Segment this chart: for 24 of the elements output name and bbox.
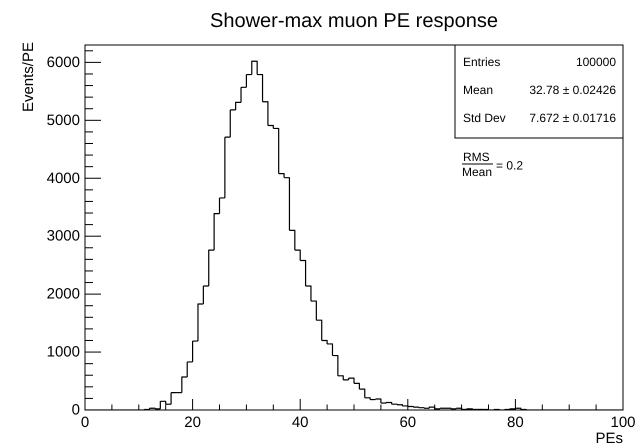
y-tick-label: 2000	[46, 286, 80, 303]
annotation: Mean	[462, 165, 492, 179]
x-tick-label: 100	[610, 414, 636, 431]
annotation: 100000	[576, 55, 616, 69]
y-tick-label: 4000	[46, 170, 80, 187]
annotation: = 0.2	[496, 158, 524, 172]
x-tick-label: 80	[507, 414, 524, 431]
y-tick-label: 3000	[46, 228, 80, 245]
annotation: Mean	[463, 83, 494, 97]
annotation: 7.672 ± 0.01716	[529, 111, 616, 125]
x-tick-label: 60	[399, 414, 416, 431]
y-tick-label: 0	[72, 402, 80, 418]
y-axis-title: Events/PE	[20, 42, 37, 112]
y-tick-label: 1000	[46, 344, 80, 361]
x-axis-title: PEs	[595, 430, 623, 447]
annotation: RMS	[463, 150, 490, 164]
x-tick-label: 20	[184, 414, 201, 431]
chart-title: Shower-max muon PE response	[210, 10, 498, 32]
annotation: Entries	[463, 55, 500, 69]
x-tick-label: 40	[292, 414, 309, 431]
y-tick-label: 6000	[46, 54, 80, 71]
y-tick-label: 5000	[46, 112, 80, 129]
annotation: Std Dev	[463, 111, 506, 125]
annotation: 32.78 ± 0.02426	[529, 83, 616, 97]
